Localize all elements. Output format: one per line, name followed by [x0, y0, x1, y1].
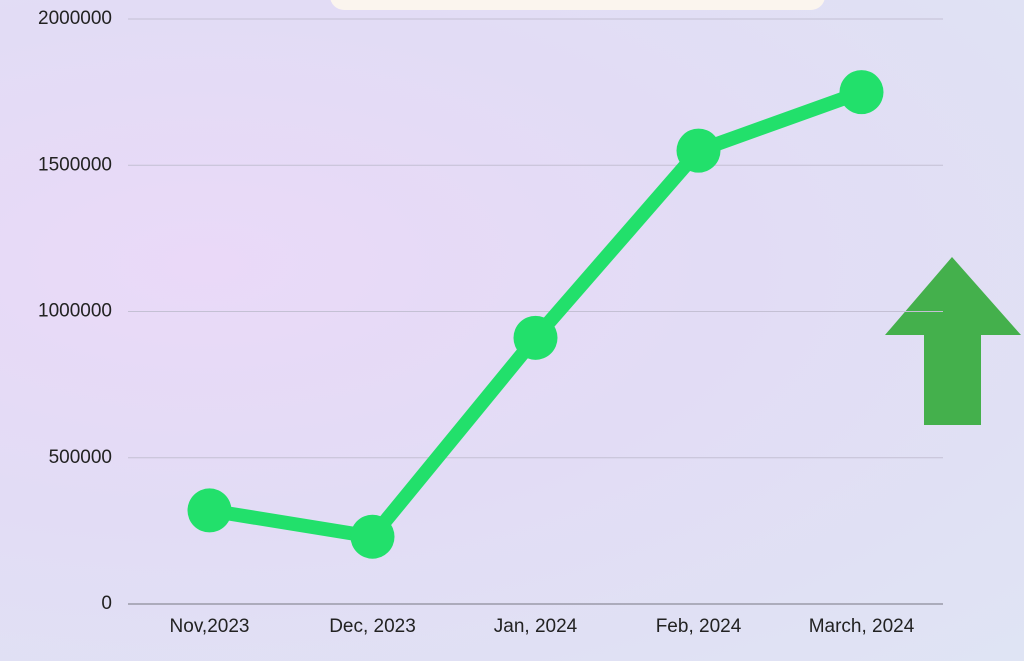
up-arrow	[885, 257, 1021, 425]
line	[208, 85, 864, 544]
x-tick-label: Jan, 2024	[494, 616, 578, 637]
y-tick-label: 1500000	[38, 154, 112, 175]
x-tick-label: Dec, 2023	[329, 616, 416, 637]
x-tick-label: March, 2024	[809, 616, 915, 637]
top-card	[330, 0, 825, 10]
x-tick-label: Nov,2023	[170, 616, 250, 637]
y-tick-label: 2000000	[38, 8, 112, 29]
point	[839, 70, 884, 115]
point	[513, 315, 558, 360]
point	[187, 488, 232, 533]
point	[350, 514, 395, 559]
x-tick-label: Feb, 2024	[656, 616, 742, 637]
y-tick-label: 0	[101, 593, 112, 614]
point	[676, 128, 721, 173]
y-tick-label: 500000	[49, 447, 112, 468]
y-tick-label: 1000000	[38, 301, 112, 322]
